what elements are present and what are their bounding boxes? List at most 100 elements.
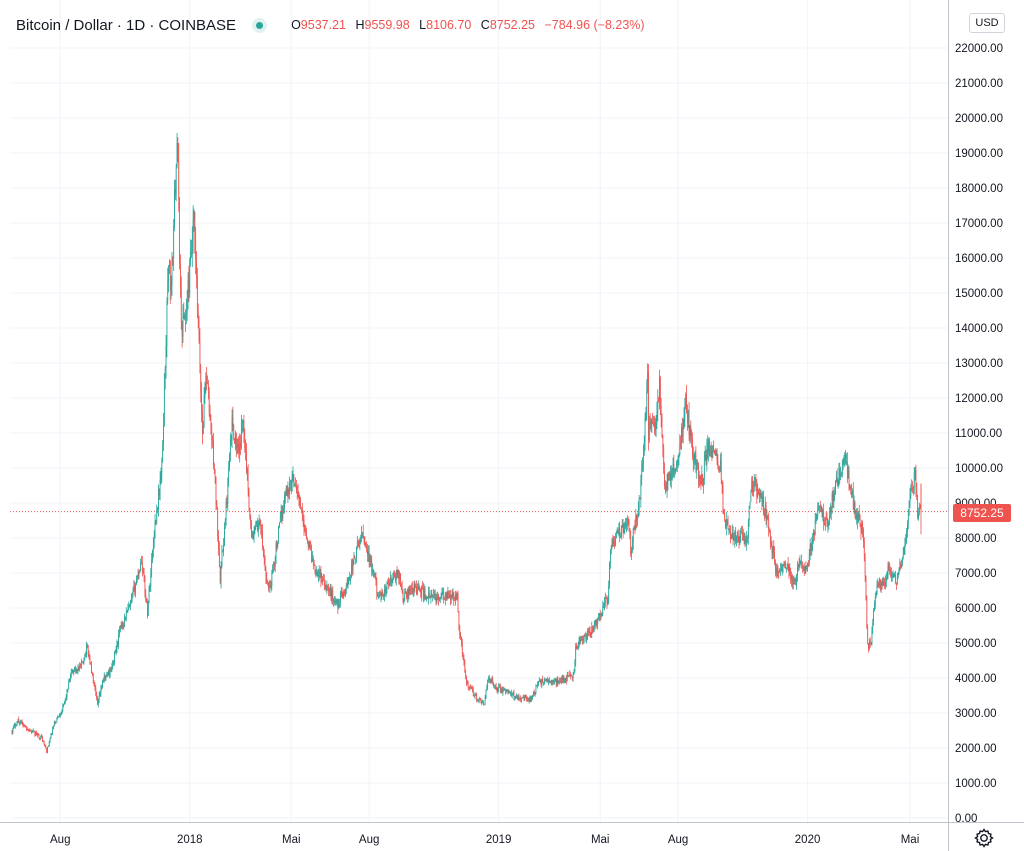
candle-body bbox=[418, 585, 420, 590]
candle-body bbox=[224, 528, 225, 545]
candle-body bbox=[290, 481, 292, 491]
candle-body bbox=[355, 558, 357, 560]
candle-body bbox=[702, 473, 704, 486]
candle-body bbox=[447, 592, 449, 594]
candle-body bbox=[206, 376, 208, 384]
candle-body bbox=[609, 553, 611, 565]
candle-body bbox=[117, 641, 119, 646]
candle-body bbox=[234, 440, 235, 444]
candle-body bbox=[351, 564, 353, 571]
candle-body bbox=[607, 600, 609, 604]
candlestick-series bbox=[11, 133, 922, 754]
candle-body bbox=[123, 623, 125, 626]
candle-body bbox=[221, 551, 223, 566]
candle-body bbox=[801, 560, 803, 566]
candle-body bbox=[227, 477, 229, 504]
gear-icon[interactable] bbox=[972, 826, 996, 850]
candle-body bbox=[326, 585, 328, 590]
candle-body bbox=[918, 513, 919, 518]
candle-body bbox=[616, 532, 618, 534]
candle-body bbox=[736, 532, 738, 538]
candle-body bbox=[742, 533, 743, 535]
y-tick-label: 14000.00 bbox=[955, 323, 1003, 335]
candle-body bbox=[103, 675, 105, 682]
candle-body bbox=[43, 741, 45, 745]
candle-body bbox=[684, 404, 686, 419]
candle-body bbox=[440, 595, 442, 598]
candle-body bbox=[246, 451, 247, 472]
candle-body bbox=[713, 446, 715, 452]
candle-body bbox=[472, 688, 473, 690]
candle-body bbox=[764, 514, 765, 517]
candle-body bbox=[500, 689, 502, 692]
candle-body bbox=[547, 680, 549, 682]
candle-body bbox=[519, 697, 521, 699]
y-tick-label: 4000.00 bbox=[955, 673, 997, 685]
candle-body bbox=[193, 212, 195, 220]
candle-body bbox=[499, 686, 501, 692]
candle-body bbox=[874, 604, 875, 611]
candle-body bbox=[917, 494, 919, 518]
candle-body bbox=[830, 507, 831, 514]
candle-body bbox=[186, 297, 188, 313]
currency-button[interactable]: USD bbox=[969, 13, 1005, 33]
candle-body bbox=[177, 143, 179, 161]
candle-body bbox=[865, 576, 867, 601]
candle-body bbox=[885, 581, 886, 586]
candle-body bbox=[84, 654, 86, 661]
candle-body bbox=[488, 678, 490, 682]
candle-body bbox=[907, 523, 908, 532]
candle-body bbox=[128, 607, 130, 609]
candle-body bbox=[550, 680, 552, 683]
candle-body bbox=[675, 467, 677, 469]
candle-body bbox=[147, 602, 149, 616]
candle-body bbox=[158, 489, 159, 510]
candle-body bbox=[263, 556, 265, 559]
candle-body bbox=[622, 524, 624, 532]
candle-body bbox=[849, 486, 851, 490]
candle-body bbox=[428, 592, 430, 597]
candle-body bbox=[200, 372, 202, 394]
candle-body bbox=[887, 564, 889, 577]
time-axis[interactable]: Aug 2018 Mai Aug 2019 Mai Aug 2020 Mai bbox=[50, 834, 919, 846]
candle-body bbox=[179, 200, 180, 265]
candle-body bbox=[692, 455, 694, 463]
candle-body bbox=[468, 687, 470, 689]
candle-body bbox=[634, 526, 636, 529]
y-tick-label: 12000.00 bbox=[955, 393, 1003, 405]
candle-body bbox=[279, 522, 280, 527]
candle-body bbox=[324, 585, 326, 589]
candle-body bbox=[402, 591, 404, 602]
candle-body bbox=[378, 595, 379, 598]
candle-body bbox=[567, 674, 569, 676]
candle-body bbox=[142, 570, 144, 572]
candle-body bbox=[310, 543, 312, 549]
candle-body bbox=[568, 675, 570, 677]
candle-body bbox=[601, 613, 603, 616]
candle-body bbox=[604, 602, 605, 609]
candle-body bbox=[538, 680, 540, 682]
candle-body bbox=[574, 662, 576, 672]
candle-body bbox=[196, 276, 198, 311]
candle-body bbox=[130, 600, 131, 606]
candle-body bbox=[129, 605, 131, 608]
candle-body bbox=[174, 188, 175, 226]
symbol-title[interactable]: Bitcoin / Dollar · 1D · COINBASE bbox=[16, 16, 237, 34]
candle-body bbox=[415, 586, 417, 588]
candle-body bbox=[819, 506, 820, 507]
candle-body bbox=[580, 639, 582, 642]
candle-body bbox=[230, 437, 232, 439]
candle-body bbox=[753, 486, 754, 493]
candle-body bbox=[805, 567, 807, 569]
candle-body bbox=[573, 671, 575, 675]
candle-body bbox=[489, 680, 491, 682]
candle-body bbox=[741, 532, 742, 534]
candle-body bbox=[419, 589, 421, 592]
candle-body bbox=[462, 652, 464, 659]
candle-body bbox=[392, 578, 394, 581]
candle-body bbox=[710, 449, 712, 453]
candle-body bbox=[891, 575, 893, 577]
price-axis[interactable]: 0.00 1000.00 2000.00 3000.00 4000.00 5000.00 6… bbox=[955, 43, 1003, 825]
y-tick-label: 18000.00 bbox=[955, 183, 1003, 195]
